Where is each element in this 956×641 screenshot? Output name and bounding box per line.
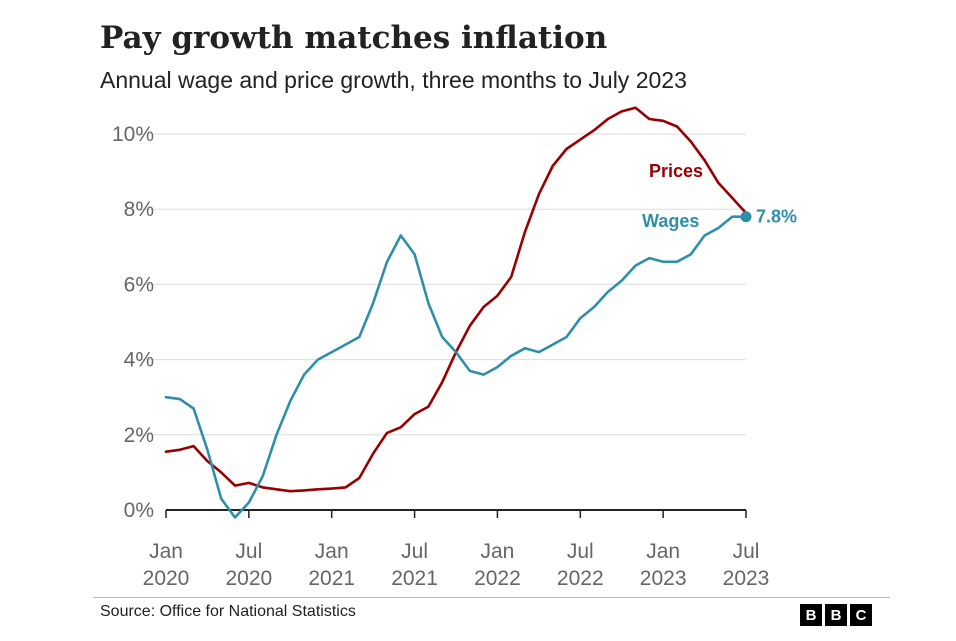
x-tick-label-year: 2021 [391,567,438,590]
y-tick-label: 6% [124,273,154,296]
series-lines [164,106,748,519]
source-note: Source: Office for National Statistics [100,603,356,620]
chart-title: Pay growth matches inflation [100,20,608,56]
gridlines [138,133,746,436]
x-tick-label-month: Jan [480,540,514,563]
footer-divider [93,597,890,598]
x-tick-label-month: Jan [646,540,680,563]
bbc-logo: B B C [800,604,872,626]
chart-subtitle: Annual wage and price growth, three mont… [100,67,687,93]
y-tick-label: 0% [124,499,154,522]
y-tick-label: 8% [124,198,154,221]
y-tick-label: 2% [124,424,154,447]
x-tick-label-month: Jul [235,540,262,563]
x-tick-label-year: 2023 [640,567,687,590]
x-tick-label-year: 2023 [723,567,770,590]
y-axis-tick-labels: 0% 2% 4% 6% 8% 10% [112,123,154,522]
x-tick-label-year: 2020 [225,567,272,590]
wages-series-label: Wages [642,211,699,231]
x-tick-label-month: Jul [733,540,760,563]
x-axis: Jan 2020 Jul 2020 Jan 2021 Jul 2021 Jan 2022 Jul 20… [143,509,770,590]
logo-letter-b1: B [800,604,822,626]
line-chart: 0% 2% 4% 6% 8% 10% Jan 2020 Jul 2020 Jan 2021 Jul 20… [112,106,797,590]
x-tick-label-month: Jan [315,540,349,563]
series-line-wages [164,215,748,519]
y-tick-label: 10% [112,123,154,146]
x-tick-label-month: Jul [567,540,594,563]
x-tick-label-year: 2022 [474,567,521,590]
wages-end-point [740,211,752,223]
x-tick-label-year: 2020 [143,567,190,590]
series-labels: Prices Wages 7.8% [642,161,797,231]
logo-letter-c: C [850,604,872,626]
x-tick-label-year: 2021 [308,567,355,590]
wages-end-value-label: 7.8% [756,207,797,227]
x-tick-label-month: Jan [149,540,183,563]
y-tick-label: 4% [124,349,154,372]
prices-series-label: Prices [649,161,703,181]
x-tick-label-year: 2022 [557,567,604,590]
x-tick-label-month: Jul [401,540,428,563]
logo-letter-b2: B [825,604,847,626]
